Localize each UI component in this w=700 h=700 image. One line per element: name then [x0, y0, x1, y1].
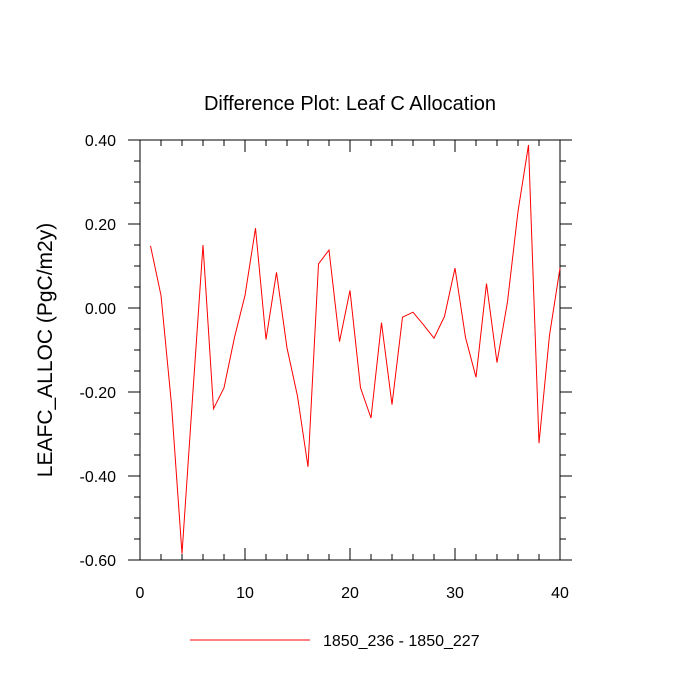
- axis-tick-labels: 0 10 20 30 40 0.40 0.20 0.00 -0.20 -0.40 -0.60: [80, 133, 569, 602]
- x-tick-label: 40: [551, 585, 569, 602]
- y-axis-label: LEAFC_ALLOC (PgC/m2y): [34, 223, 57, 477]
- x-tick-label: 0: [136, 585, 145, 602]
- x-tick-label: 20: [341, 585, 359, 602]
- y-tick-label: 0.00: [85, 301, 116, 318]
- series-line: [150, 144, 561, 554]
- y-tick-label: -0.20: [80, 385, 117, 402]
- axis-ticks: [128, 139, 572, 561]
- legend-label: 1850_236 - 1850_227: [323, 633, 480, 650]
- plot-frame: [139, 139, 561, 561]
- legend: 1850_236 - 1850_227: [190, 633, 480, 650]
- chart-title: Difference Plot: Leaf C Allocation: [204, 93, 496, 115]
- y-tick-label: -0.40: [80, 469, 117, 486]
- x-tick-label: 30: [446, 585, 464, 602]
- y-tick-label: 0.20: [85, 217, 116, 234]
- x-tick-label: 10: [236, 585, 254, 602]
- y-tick-label: -0.60: [80, 553, 117, 570]
- y-tick-label: 0.40: [85, 133, 116, 150]
